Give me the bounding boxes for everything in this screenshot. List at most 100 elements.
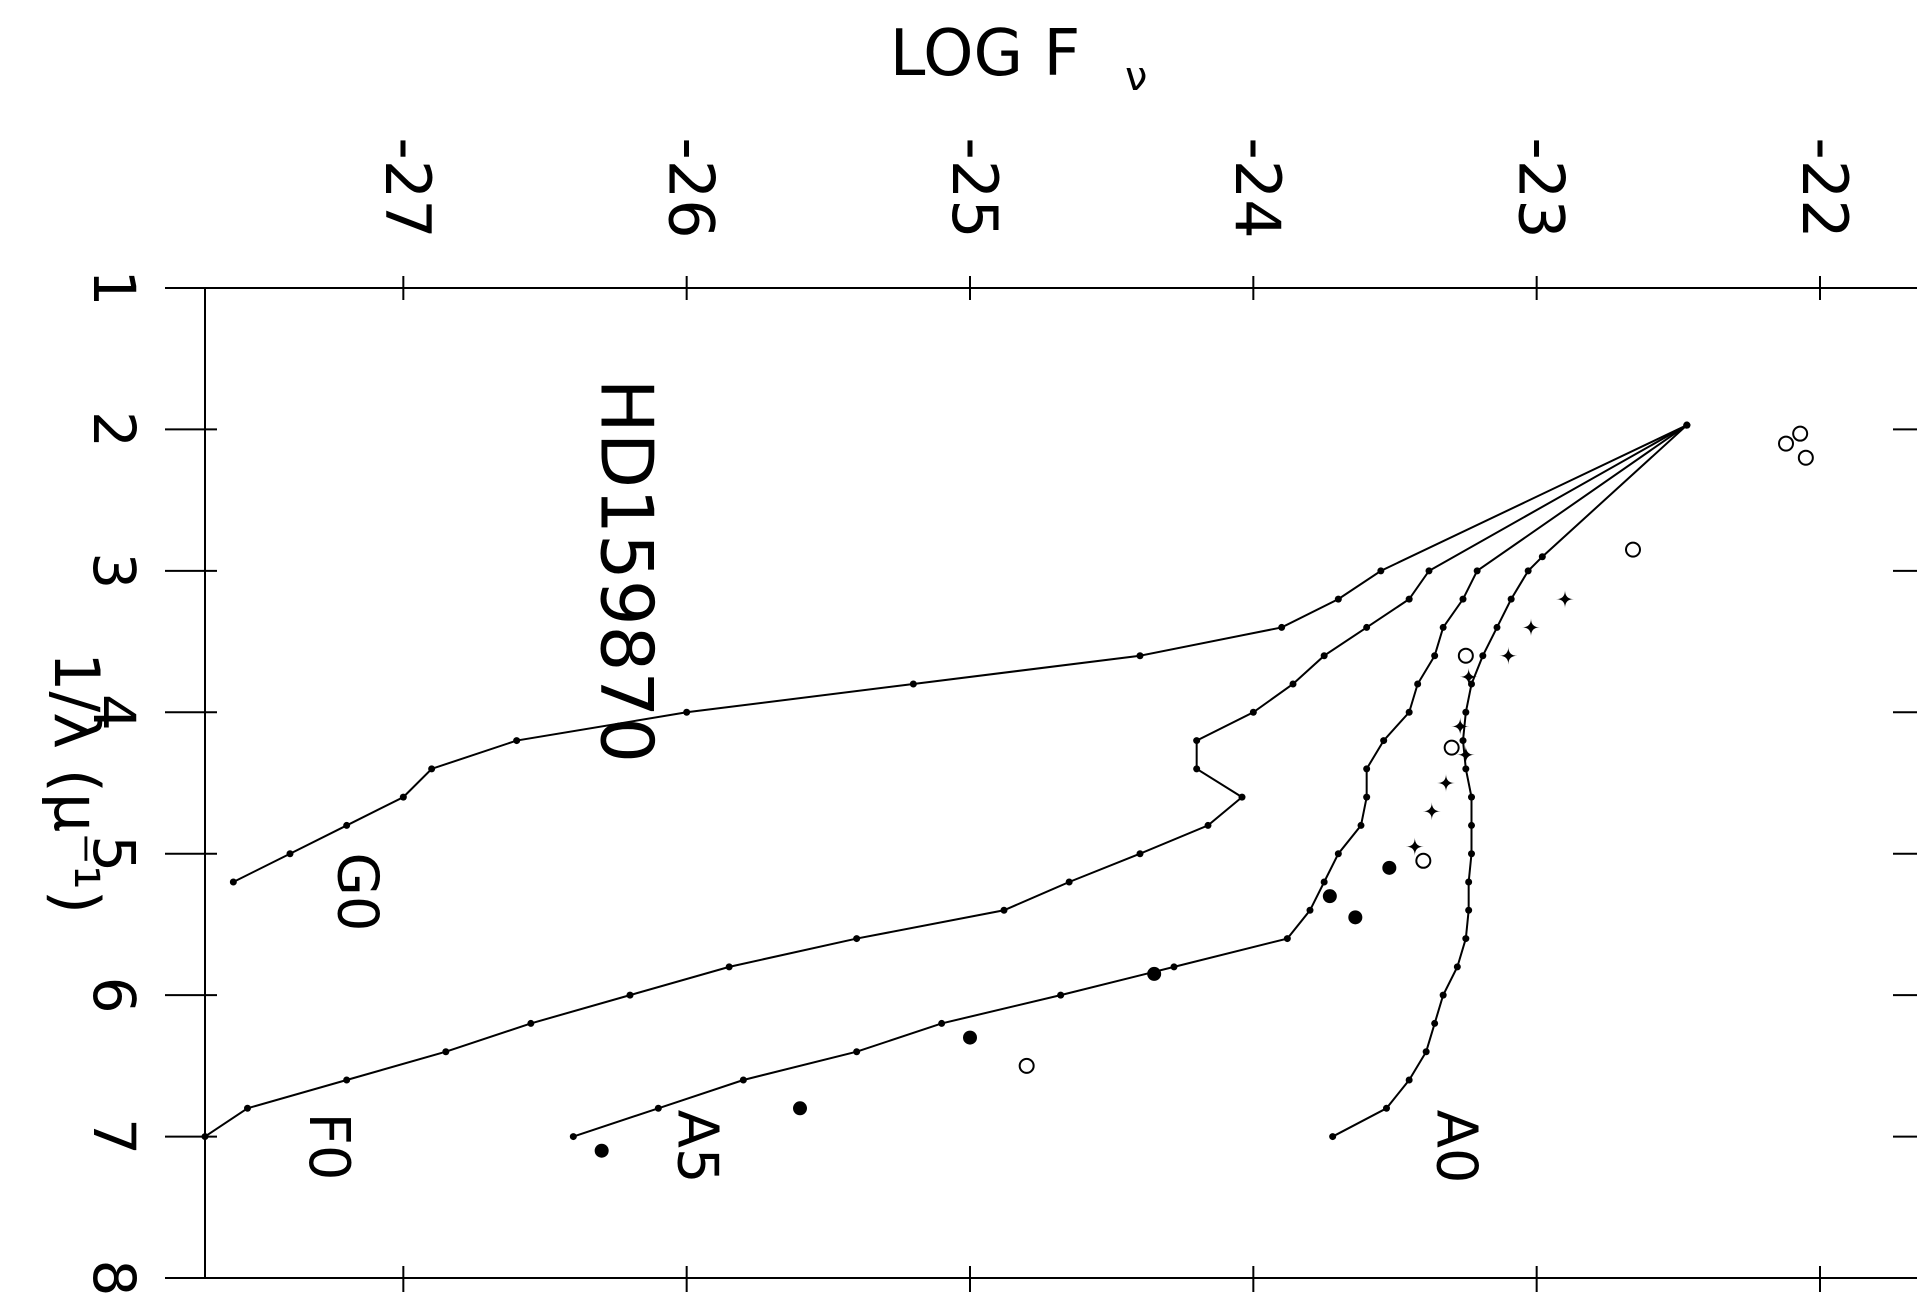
series-point-f0	[442, 1048, 450, 1056]
series-point-f0	[343, 1076, 351, 1084]
series-point-a5	[1306, 906, 1314, 914]
cross-point	[1405, 837, 1424, 856]
x-tick-label: 1	[80, 270, 148, 307]
x-tick-label: 2	[80, 411, 148, 448]
filled-circle-point	[594, 1143, 609, 1158]
series-line-a0	[1332, 424, 1688, 1138]
series-point-f0	[1238, 793, 1246, 801]
series-point-f0	[201, 1133, 209, 1141]
cross-point	[1437, 774, 1455, 792]
open-circle-point	[1625, 541, 1641, 558]
cross-point	[1422, 802, 1441, 821]
series-lines	[204, 424, 1688, 1138]
series-point-g0	[683, 708, 691, 716]
series-point-a5	[1405, 708, 1413, 716]
series-point-a5	[1363, 765, 1371, 773]
series-point-a0	[1468, 680, 1475, 688]
series-point-g0	[513, 737, 521, 745]
series-point-a5	[1057, 991, 1065, 999]
series-point-f0	[527, 1019, 535, 1027]
series-point-f0	[1000, 906, 1008, 914]
series-point-a0	[1422, 1048, 1430, 1056]
cross-point	[1459, 667, 1478, 686]
open-circle-point	[1792, 425, 1809, 442]
observed-points	[594, 425, 1814, 1158]
y-axis-label: LOG F	[890, 17, 1081, 91]
series-point-g0	[399, 793, 407, 801]
x-tick-label: 3	[80, 552, 148, 589]
series-point-a0	[1538, 553, 1546, 561]
series-point-g0	[1278, 623, 1286, 631]
series-points	[201, 421, 1691, 1141]
series-point-a5	[739, 1076, 747, 1084]
series-point-a0	[1507, 595, 1515, 603]
open-circle-point	[1415, 852, 1432, 869]
chart-labels: 1 2 3 4 5 6 7 8 -27 -26 -25 -24 -23 -22 LOG F ν 1/λ (μ⁻¹…	[40, 17, 1861, 1296]
series-point-a5	[1357, 821, 1365, 829]
series-point-g0	[229, 878, 237, 886]
series-point-a5	[654, 1104, 662, 1112]
open-circle-point	[1443, 739, 1460, 756]
series-point-a0	[1439, 991, 1447, 999]
cross-point	[1522, 618, 1540, 637]
x-axis-label: 1/λ (μ⁻¹)	[40, 652, 113, 914]
series-point-g0	[428, 765, 436, 773]
series-point-g0	[909, 680, 917, 688]
series-point-f0	[725, 963, 733, 971]
series-point-a5	[938, 1019, 946, 1027]
plot-frame	[204, 287, 1905, 1279]
filled-circle-point	[963, 1030, 977, 1045]
series-point-a5	[1334, 850, 1342, 858]
y-tick-label: -23	[1505, 137, 1578, 238]
series-point-a0	[1479, 652, 1487, 660]
series-point-f0	[1425, 567, 1433, 575]
series-point-a0	[1465, 906, 1473, 914]
tick-marks	[165, 276, 1917, 1292]
y-axis-label-subscript: ν	[1125, 54, 1147, 100]
series-point-a5	[1459, 595, 1467, 603]
series-point-f0	[1193, 765, 1201, 773]
series-point-a0	[1468, 821, 1475, 829]
series-point-a5	[1170, 963, 1178, 971]
series-label-a0: A0	[1424, 1110, 1489, 1184]
series-point-a5	[569, 1133, 577, 1141]
series-point-f0	[1363, 623, 1371, 631]
series-point-a0	[1493, 623, 1501, 631]
series-point-a5	[1414, 680, 1422, 688]
series-point-a0	[1465, 878, 1473, 886]
filled-circle-point	[1382, 860, 1397, 875]
series-point-a0	[1405, 1076, 1413, 1084]
series-point-a0	[1459, 737, 1467, 745]
series-point-a5	[1380, 737, 1388, 745]
series-point-a5	[1431, 652, 1439, 660]
y-tick-label: -26	[655, 137, 728, 238]
series-point-f0	[1249, 708, 1257, 716]
series-point-f0	[626, 991, 634, 999]
series-label-a5: A5	[664, 1110, 729, 1184]
y-tick-label: -22	[1788, 137, 1861, 238]
filled-circle-point	[1322, 889, 1337, 904]
open-circle-point	[1797, 449, 1814, 466]
y-tick-label: -24	[1221, 137, 1294, 238]
series-point-f0	[244, 1104, 251, 1112]
series-point-f0	[1136, 850, 1144, 858]
series-point-a5	[1439, 623, 1447, 631]
series-point-a5	[1473, 567, 1481, 575]
y-tick-label: -25	[938, 137, 1011, 238]
x-tick-label: 4	[80, 694, 148, 731]
series-point-a5	[1320, 878, 1328, 886]
series-point-g0	[1334, 595, 1342, 603]
series-label-g0: G0	[324, 852, 389, 931]
x-tick-label: 5	[80, 835, 148, 872]
series-point-g0	[1683, 421, 1691, 429]
cross-point	[1499, 646, 1518, 665]
series-point-g0	[343, 821, 351, 829]
open-circle-point	[1018, 1057, 1035, 1074]
x-tick-label: 8	[80, 1260, 148, 1296]
series-label-f0: F0	[296, 1113, 361, 1181]
cross-point	[1451, 717, 1470, 736]
filled-circle-point	[793, 1101, 807, 1116]
series-point-a0	[1468, 850, 1475, 858]
series-point-f0	[1289, 680, 1297, 688]
